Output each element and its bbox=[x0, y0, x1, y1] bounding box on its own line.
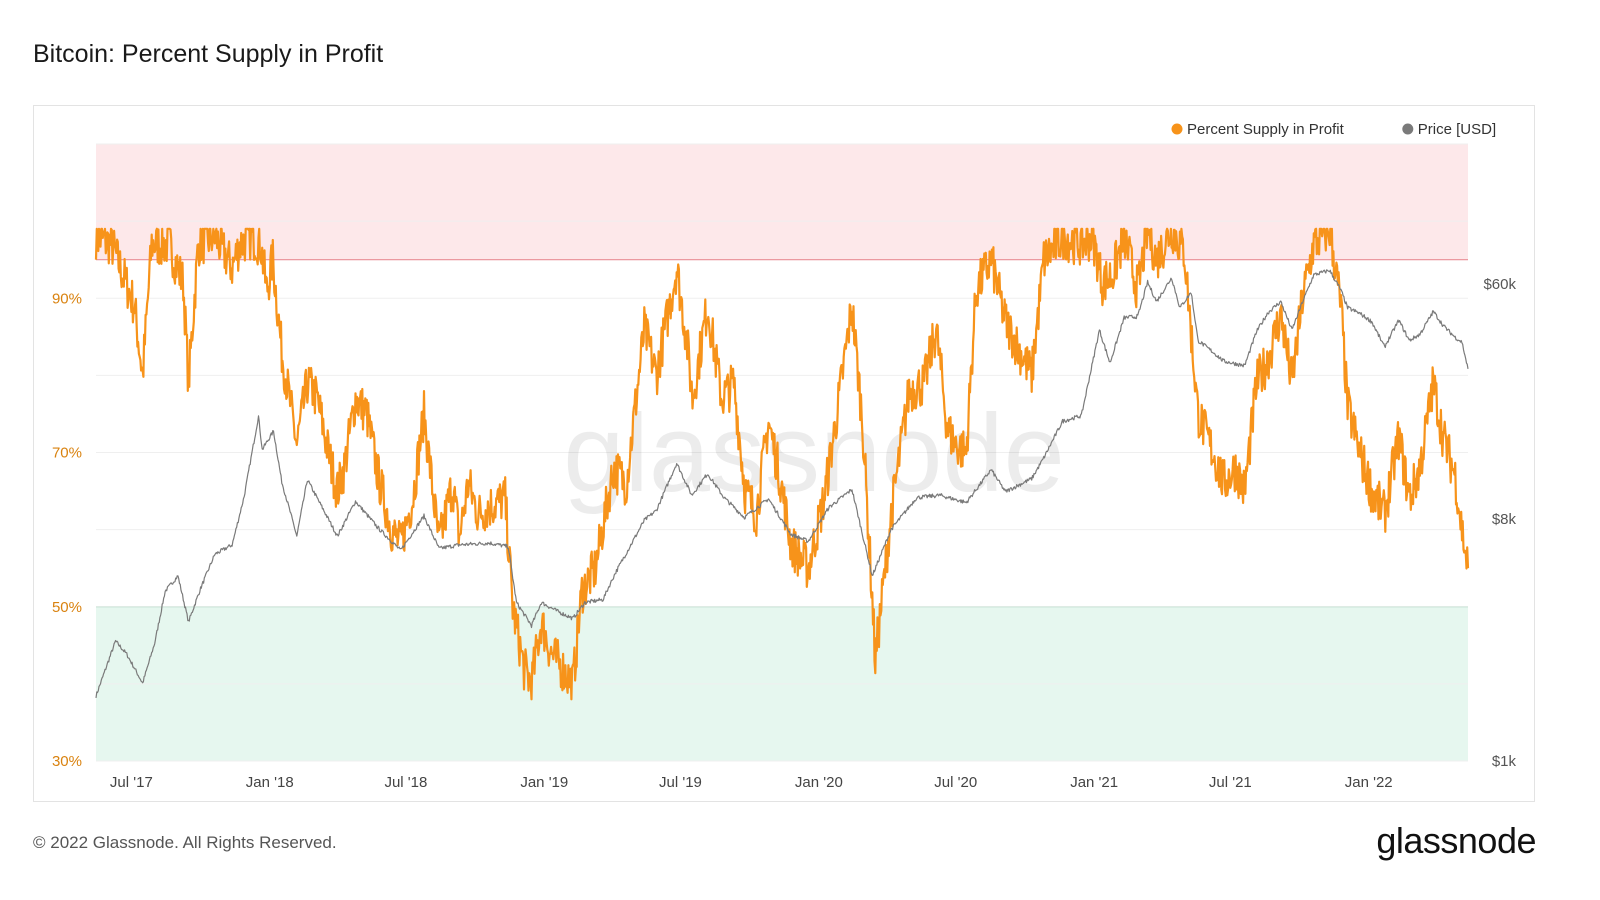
left-axis-tick-label: 30% bbox=[52, 753, 82, 770]
x-axis-tick-label: Jul '17 bbox=[110, 774, 153, 791]
supply-series-line bbox=[94, 227, 1470, 701]
chart-frame: glassnode 30% 50% 70% 90% $1k $8k $60k Jul '1… bbox=[33, 105, 1535, 802]
legend-dot-supply bbox=[1171, 123, 1183, 135]
x-axis-tick-label: Jul '18 bbox=[384, 774, 427, 791]
legend-dot-price bbox=[1402, 123, 1414, 135]
legend-label-price: Price [USD] bbox=[1418, 121, 1496, 138]
left-axis-tick-label: 50% bbox=[52, 599, 82, 616]
x-axis-tick-label: Jan '20 bbox=[795, 774, 843, 791]
x-axis-tick-label: Jan '18 bbox=[246, 774, 294, 791]
right-axis-tick-label: $1k bbox=[1492, 753, 1517, 770]
watermark: glassnode bbox=[563, 392, 1065, 515]
x-axis-tick-label: Jul '19 bbox=[659, 774, 702, 791]
upper-band bbox=[96, 144, 1468, 260]
legend-label-supply: Percent Supply in Profit bbox=[1187, 121, 1345, 138]
chart-area: glassnode 30% 50% 70% 90% $1k $8k $60k Jul '1… bbox=[52, 121, 1517, 791]
x-axis-tick-label: Jul '21 bbox=[1209, 774, 1252, 791]
right-axis-tick-label: $60k bbox=[1483, 276, 1516, 293]
x-axis-tick-label: Jan '22 bbox=[1345, 774, 1393, 791]
x-axis-tick-label: Jan '21 bbox=[1070, 774, 1118, 791]
left-axis-tick-label: 70% bbox=[52, 445, 82, 462]
x-axis-tick-label: Jul '20 bbox=[934, 774, 977, 791]
right-axis-tick-label: $8k bbox=[1492, 511, 1517, 528]
left-axis-tick-label: 90% bbox=[52, 290, 82, 307]
x-axis-tick-label: Jan '19 bbox=[520, 774, 568, 791]
price-series-line bbox=[95, 269, 1469, 698]
footer-copyright: © 2022 Glassnode. All Rights Reserved. bbox=[33, 833, 337, 852]
page-title: Bitcoin: Percent Supply in Profit bbox=[33, 40, 384, 68]
brand-logo: glassnode bbox=[1376, 820, 1536, 861]
